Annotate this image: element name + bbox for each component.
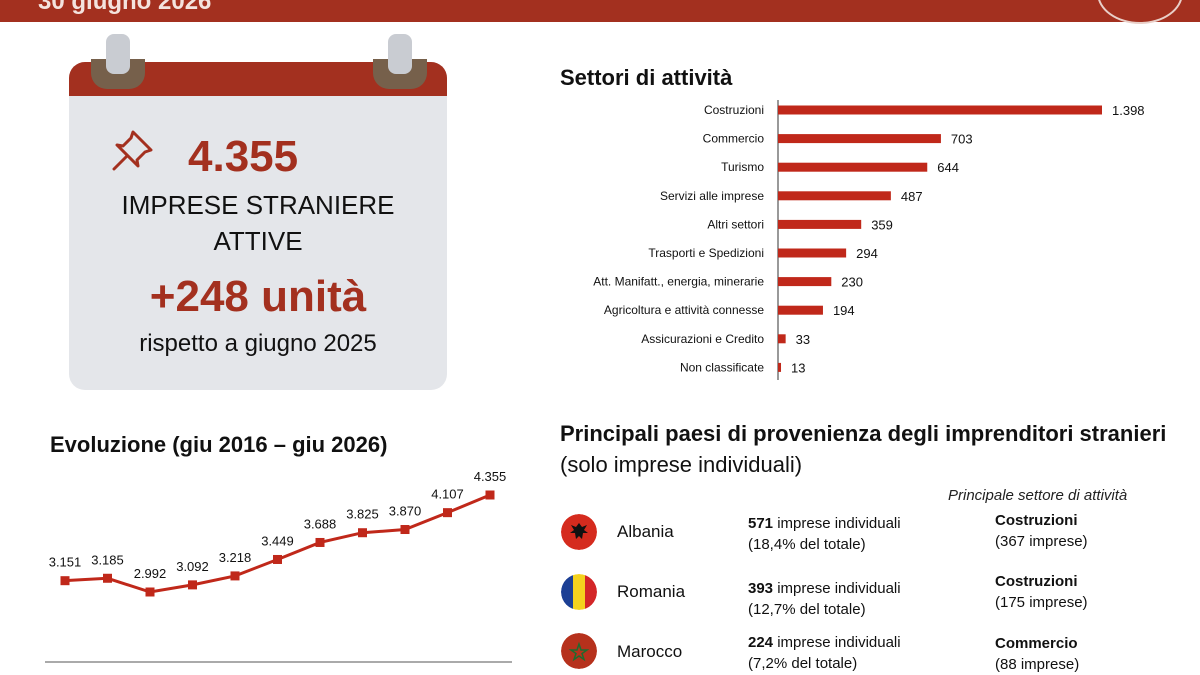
pushpin-icon bbox=[112, 130, 153, 171]
count-suffix: imprese individuali bbox=[773, 580, 901, 597]
line-point-label: 3.218 bbox=[219, 550, 252, 565]
sector-name: Costruzioni bbox=[995, 512, 1078, 529]
morocco-flag-icon bbox=[561, 633, 597, 669]
bar bbox=[778, 219, 862, 229]
bar bbox=[778, 191, 891, 201]
line-point-label: 3.870 bbox=[389, 504, 422, 519]
line-point-label: 4.107 bbox=[431, 487, 464, 502]
bar bbox=[778, 362, 782, 372]
country-name: Romania bbox=[617, 582, 686, 601]
yearly-change-note: rispetto a giugno 2025 bbox=[139, 330, 377, 357]
country-main-sector: Costruzioni (175 imprese) bbox=[995, 571, 1088, 613]
line-point bbox=[230, 571, 240, 581]
bar bbox=[778, 305, 823, 315]
bar-value-label: 194 bbox=[833, 303, 855, 318]
bar-value-label: 1.398 bbox=[1112, 103, 1145, 118]
bar bbox=[778, 105, 1102, 115]
line-point bbox=[145, 587, 155, 597]
summary-card bbox=[69, 62, 447, 390]
bar-value-label: 230 bbox=[841, 275, 863, 290]
bar-value-label: 644 bbox=[937, 160, 959, 175]
bar-category-label: Assicurazioni e Credito bbox=[641, 332, 764, 346]
bar-value-label: 294 bbox=[856, 246, 878, 261]
bar-value-label: 33 bbox=[796, 332, 810, 347]
evolution-line-chart: 3.151 3.185 2.992 3.092 3.218 3.449 3.688 3.825… bbox=[45, 469, 512, 663]
bar-value-label: 487 bbox=[901, 189, 923, 204]
count-value: 571 bbox=[748, 515, 774, 532]
line-point-label: 3.092 bbox=[176, 559, 209, 574]
bar-category-label: Servizi alle imprese bbox=[660, 189, 764, 203]
line-point-label: 4.355 bbox=[474, 469, 507, 484]
sector-count: (88 imprese) bbox=[995, 656, 1080, 673]
yearly-change: +248 unità bbox=[149, 272, 367, 321]
report-date: 30 giugno 2026 bbox=[38, 0, 212, 15]
line-point bbox=[103, 573, 112, 583]
count-suffix: imprese individuali bbox=[773, 634, 901, 651]
albania-flag-icon bbox=[561, 514, 597, 550]
bar-category-label: Altri settori bbox=[707, 217, 764, 231]
bar-value-label: 703 bbox=[951, 132, 973, 147]
summary-label-line1: IMPRESE STRANIERE bbox=[121, 190, 395, 220]
bar-category-label: Commercio bbox=[703, 132, 765, 146]
line-point bbox=[188, 580, 197, 590]
count-share: (12,7% del totale) bbox=[748, 601, 866, 618]
country-enterprise-count: 393 imprese individuali (12,7% del total… bbox=[748, 578, 901, 620]
country-name: Albania bbox=[617, 522, 674, 541]
romania-flag-icon bbox=[561, 574, 597, 610]
bar bbox=[778, 334, 786, 344]
country-main-sector: Commercio (88 imprese) bbox=[995, 633, 1079, 675]
line-point-label: 2.992 bbox=[134, 566, 167, 581]
line-point bbox=[315, 537, 325, 547]
sector-count: (175 imprese) bbox=[995, 594, 1088, 611]
bar-category-label: Att. Manifatt., energia, minerarie bbox=[593, 275, 764, 289]
count-share: (7,2% del totale) bbox=[748, 655, 858, 672]
bar-category-label: Turismo bbox=[721, 160, 764, 174]
bar-category-label: Trasporti e Spedizioni bbox=[648, 246, 764, 260]
sector-count: (367 imprese) bbox=[995, 533, 1088, 550]
line-point bbox=[400, 525, 410, 535]
count-share: (18,4% del totale) bbox=[748, 536, 866, 553]
bar bbox=[778, 277, 832, 287]
header-bar: 30 giugno 2026 bbox=[0, 0, 1200, 22]
count-value: 224 bbox=[748, 634, 774, 651]
line-point bbox=[485, 490, 495, 500]
country-enterprise-count: 571 imprese individuali (18,4% del total… bbox=[748, 513, 901, 555]
country-name: Marocco bbox=[617, 642, 683, 661]
bar bbox=[778, 162, 928, 172]
countries-title-rest: (solo imprese individuali) bbox=[560, 452, 803, 477]
line-point-label: 3.825 bbox=[346, 507, 379, 522]
countries-title-bold: Principali paesi di provenienza degli im… bbox=[560, 421, 1167, 446]
sectors-chart-title: Settori di attività bbox=[560, 65, 733, 90]
line-point bbox=[273, 554, 282, 564]
country-main-sector: Costruzioni (367 imprese) bbox=[995, 510, 1088, 552]
bar-value-label: 13 bbox=[791, 360, 805, 375]
countries-section-title: Principali paesi di provenienza degli im… bbox=[560, 418, 1180, 480]
line-point bbox=[358, 528, 367, 538]
total-foreign-enterprises: 4.355 bbox=[188, 132, 299, 181]
bar-category-label: Non classificate bbox=[680, 360, 764, 374]
count-suffix: imprese individuali bbox=[773, 515, 901, 532]
calendar-ring-right bbox=[388, 34, 412, 74]
line-point-label: 3.185 bbox=[91, 552, 124, 567]
main-sector-column-header: Principale settore di attività bbox=[948, 487, 1128, 504]
evolution-chart-title: Evoluzione (giu 2016 – giu 2026) bbox=[50, 432, 388, 457]
bar-value-label: 359 bbox=[871, 217, 893, 232]
country-enterprise-count: 224 imprese individuali (7,2% del totale… bbox=[748, 632, 901, 674]
line-point-label: 3.449 bbox=[261, 533, 294, 548]
sectors-bar-chart: Costruzioni 1.398 Commercio 703 Turismo 644 Se… bbox=[593, 100, 1145, 380]
summary-label-line2: ATTIVE bbox=[213, 226, 303, 256]
line-point bbox=[60, 576, 70, 586]
bar bbox=[778, 248, 847, 258]
bar-category-label: Agricoltura e attività connesse bbox=[604, 303, 764, 317]
sector-name: Commercio bbox=[995, 635, 1078, 652]
line-point bbox=[443, 508, 452, 518]
sector-name: Costruzioni bbox=[995, 573, 1078, 590]
line-point-label: 3.688 bbox=[304, 516, 337, 531]
bar-category-label: Costruzioni bbox=[704, 103, 764, 117]
bar bbox=[778, 134, 941, 144]
line-point-label: 3.151 bbox=[49, 555, 82, 570]
calendar-ring-left bbox=[106, 34, 130, 74]
count-value: 393 bbox=[748, 580, 774, 597]
